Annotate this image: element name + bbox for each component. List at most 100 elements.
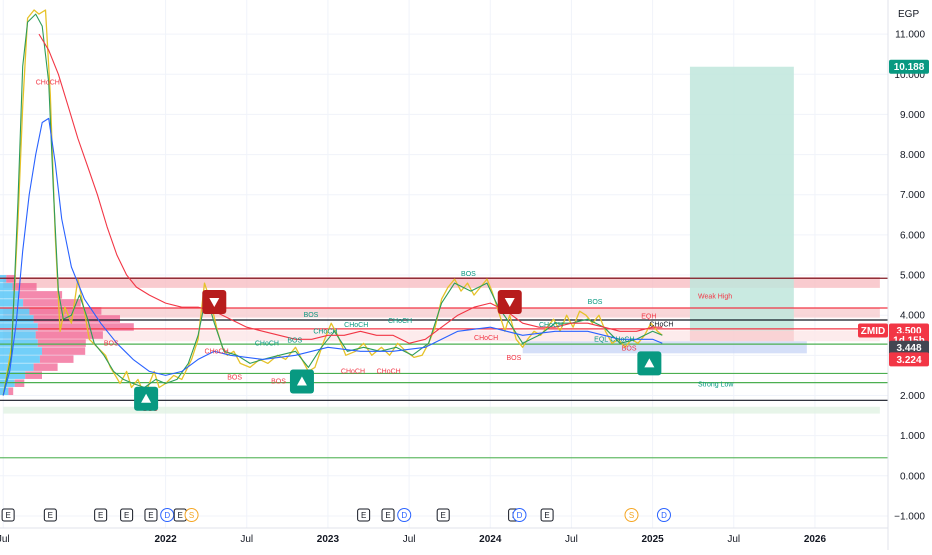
event-badge[interactable]: E (94, 508, 108, 522)
event-badge[interactable]: E (381, 508, 395, 522)
event-badge-label: D (517, 511, 523, 520)
arrow-down-icon (504, 297, 515, 307)
structure-label: Strong Low (698, 382, 734, 389)
profile-bar-buy (0, 283, 13, 291)
event-badge[interactable]: D (397, 508, 412, 522)
structure-label: CHoCH (313, 328, 337, 335)
event-badge-label: D (401, 511, 407, 520)
x-tick-label: 2024 (479, 534, 502, 545)
split-icon (624, 508, 639, 522)
profile-bar-sell (18, 291, 63, 299)
event-badge[interactable]: E (173, 508, 187, 522)
profile-bar-sell (33, 315, 120, 323)
dividend-icon (512, 508, 527, 522)
event-badge[interactable]: D (512, 508, 527, 522)
split-icon (184, 508, 199, 522)
event-badge-label: E (385, 511, 390, 520)
target-zone[interactable] (689, 66, 794, 331)
zone (3, 307, 880, 318)
series-line (38, 33, 663, 344)
x-tick-label: Jul (0, 534, 10, 545)
buy-signal-marker[interactable] (637, 351, 662, 376)
structure-label: CHoCH (377, 368, 401, 375)
y-tick-label: 8.000 (900, 150, 925, 161)
y-axis[interactable]: 11.000 10.000 9.000 8.000 7.000 6.000 5.000 4.0… (894, 30, 925, 523)
profile-bar-sell (25, 371, 42, 379)
structure-label: CHoCH (341, 368, 365, 375)
dividend-icon (656, 508, 671, 522)
y-tick-label: 4.000 (900, 311, 925, 322)
y-tick-label: 5.000 (900, 271, 925, 282)
price-tag-low: 3.224 (889, 352, 929, 367)
symbol-tag: ZMID (858, 323, 888, 338)
event-badge-label: E (5, 511, 10, 520)
earnings-icon (540, 508, 554, 522)
profile-bar-buy (0, 323, 38, 331)
event-badge[interactable]: E (540, 508, 554, 522)
profile-bar-buy (0, 355, 40, 363)
profile-bar-buy (0, 307, 30, 315)
structure-label: CHoCH (539, 322, 563, 329)
structure-label: CHoCH (474, 335, 498, 342)
price-tag-text: ZMID (861, 326, 885, 337)
buy-signal-marker[interactable] (289, 369, 314, 394)
volume-profile (0, 275, 134, 395)
event-badge[interactable]: D (160, 508, 175, 522)
earnings-icon (43, 508, 57, 522)
event-badge[interactable]: S (624, 508, 639, 522)
x-tick-label: 2022 (154, 534, 177, 545)
structure-label: CHoCH (649, 321, 673, 328)
sell-signal-marker[interactable] (497, 289, 522, 314)
event-badge[interactable]: E (43, 508, 57, 522)
x-tick-label: Jul (403, 534, 416, 545)
sell-signal-marker[interactable] (202, 289, 227, 314)
position-box[interactable] (689, 66, 794, 342)
buy-signal-marker[interactable] (134, 386, 159, 411)
signal-markers[interactable] (134, 289, 662, 411)
profile-bar-sell (39, 355, 74, 363)
x-tick-label: Jul (727, 534, 740, 545)
structure-label: Weak High (698, 293, 732, 300)
event-badge-label: E (441, 511, 446, 520)
event-badge[interactable]: S (184, 508, 199, 522)
event-badge-label: E (148, 511, 153, 520)
structure-label: BOS (304, 312, 319, 319)
dividend-icon (397, 508, 412, 522)
structure-label: BOS (287, 337, 302, 344)
event-badges[interactable]: EEEEEDESEEDEEDESD (1, 508, 671, 522)
x-tick-label: 2025 (641, 534, 664, 545)
structure-label: BOS (507, 355, 522, 362)
event-badge[interactable]: E (120, 508, 134, 522)
zone (3, 277, 880, 288)
event-badge[interactable]: E (1, 508, 15, 522)
profile-bar-buy (0, 291, 19, 299)
profile-bar-buy (0, 347, 42, 355)
earnings-icon (94, 508, 108, 522)
structure-label: CHoCH (388, 318, 412, 325)
y-tick-label: 10.000 (894, 70, 925, 81)
structure-label: BOS (227, 374, 242, 381)
y-tick-label: 6.000 (900, 230, 925, 241)
profile-bar-sell (42, 347, 86, 355)
event-badge-label: E (544, 511, 549, 520)
zone (3, 330, 880, 342)
x-axis[interactable]: Jul 2022 Jul 2023 Jul 2024 Jul 2025 Jul 2026 (0, 534, 827, 545)
stop-zone[interactable] (689, 330, 794, 342)
event-badge-label: S (629, 511, 634, 520)
earnings-icon (1, 508, 15, 522)
profile-bar-buy (0, 339, 38, 347)
earnings-icon (357, 508, 371, 522)
event-badge[interactable]: E (144, 508, 158, 522)
event-badge[interactable]: E (436, 508, 450, 522)
price-tag-text: 3.224 (896, 355, 921, 366)
event-badge[interactable]: E (357, 508, 371, 522)
earnings-icon (381, 508, 395, 522)
event-badge[interactable]: D (656, 508, 671, 522)
earnings-icon (436, 508, 450, 522)
event-badge-label: E (48, 511, 53, 520)
structure-label: CHoCH (344, 322, 368, 329)
profile-bar-buy (0, 299, 24, 307)
currency-label: EGP (898, 9, 919, 20)
